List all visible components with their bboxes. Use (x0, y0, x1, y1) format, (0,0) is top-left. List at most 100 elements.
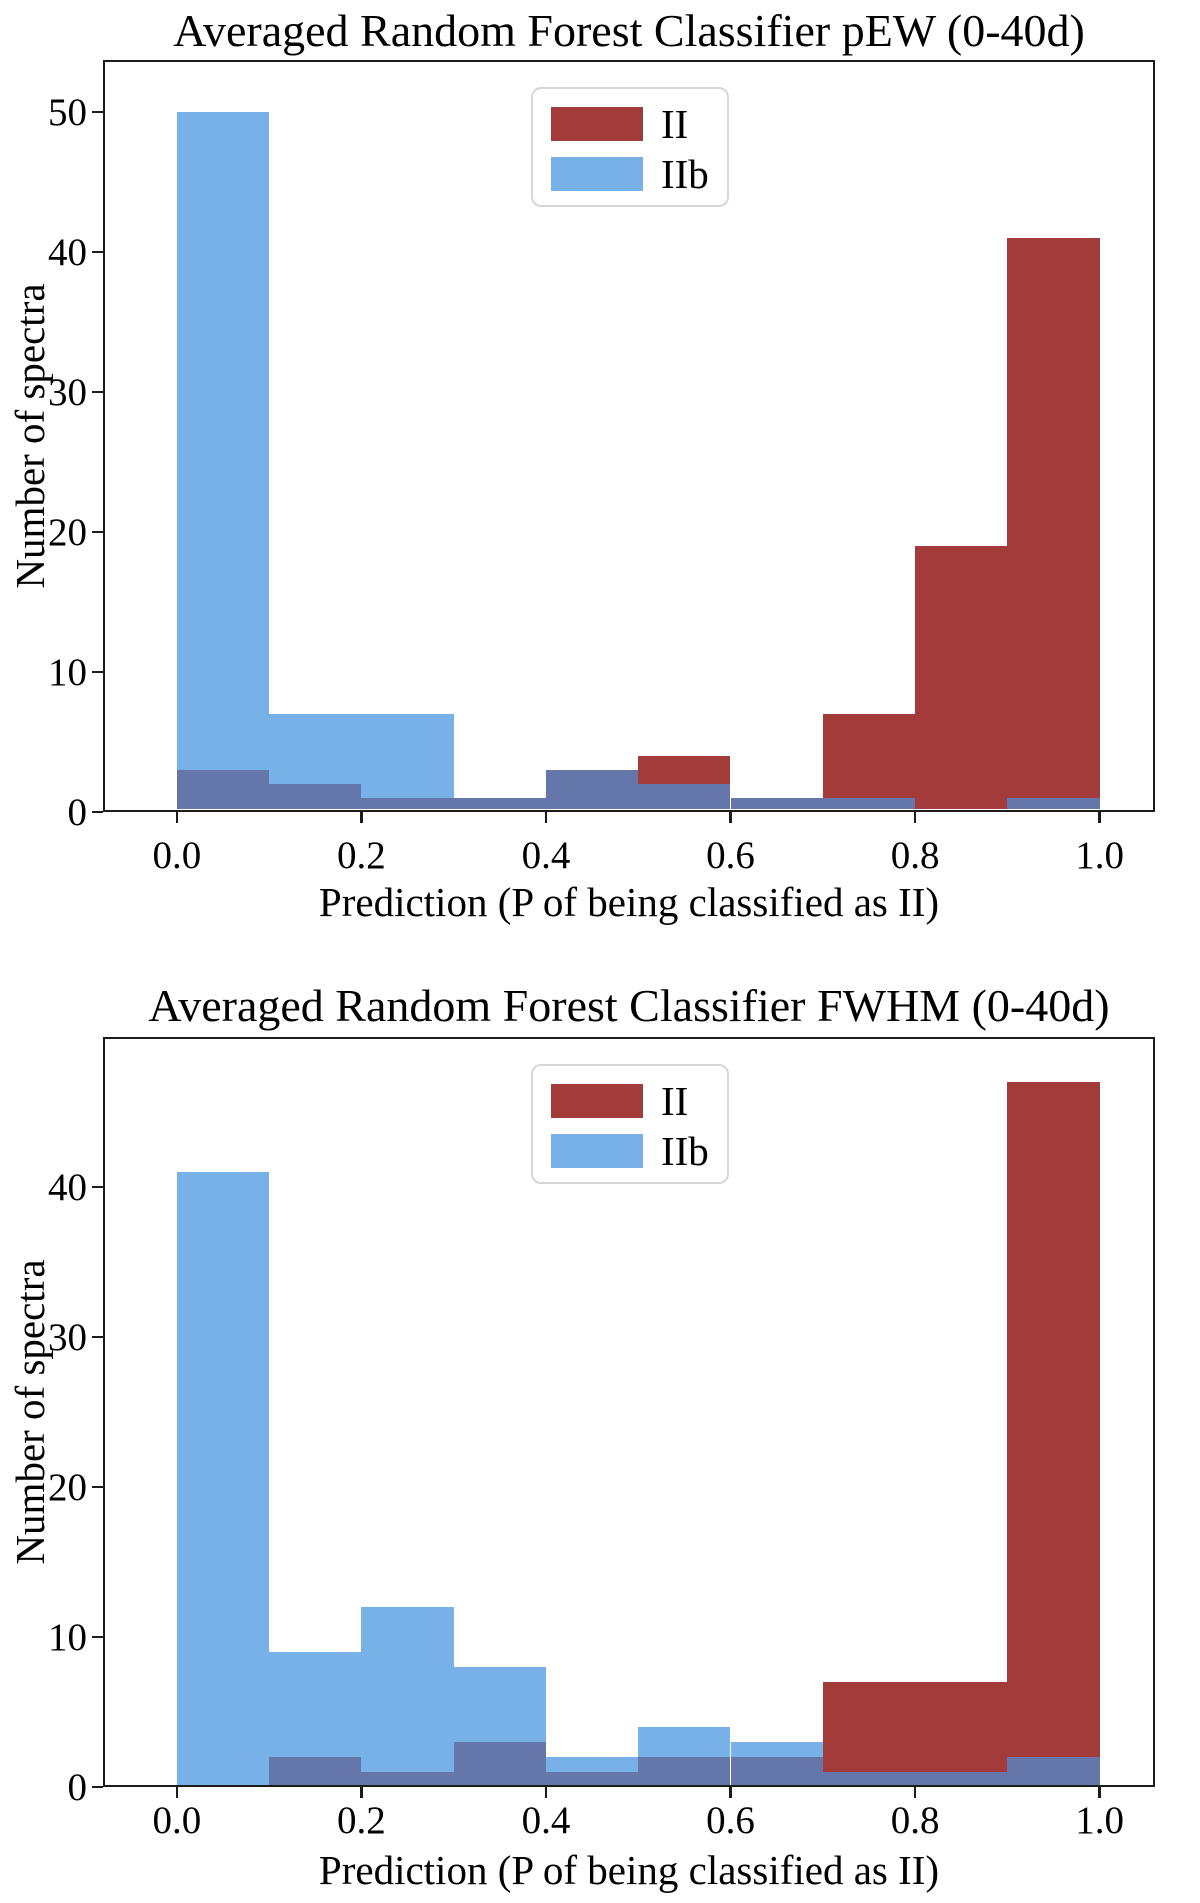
histogram-bar-ii-segment (915, 1682, 1008, 1772)
y-tick-label: 40 (48, 1166, 87, 1209)
x-tick-label: 0.2 (337, 1799, 386, 1842)
histogram-overlap-segment (638, 1757, 731, 1785)
x-tick-label: 0.6 (706, 834, 755, 877)
histogram-overlap-segment (730, 1757, 823, 1785)
x-tick-label: 1.0 (1075, 1799, 1124, 1842)
legend-label: IIb (661, 1127, 709, 1174)
y-tick (92, 110, 103, 114)
histogram-bar-ii-segment (822, 713, 916, 798)
x-tick-label: 0.0 (152, 834, 202, 877)
x-tick (913, 812, 917, 823)
histogram-overlap-segment (361, 797, 454, 810)
x-tick (360, 812, 363, 823)
histogram-overlap-segment (176, 769, 270, 810)
y-tick-label: 40 (48, 230, 87, 274)
histogram-overlap-segment (822, 1772, 916, 1785)
x-tick (360, 1787, 363, 1798)
x-tick-label: 0.0 (152, 1799, 202, 1842)
y-tick (92, 810, 103, 814)
histogram-overlap-segment (361, 1772, 454, 1785)
histogram-bar-iib-segment (176, 1172, 270, 1785)
histogram-overlap-segment (915, 1772, 1008, 1785)
x-tick (544, 1787, 548, 1798)
y-tick-label: 50 (48, 90, 87, 134)
x-axis-label: Prediction (P of being classified as II) (318, 879, 940, 925)
y-tick-label: 30 (48, 370, 87, 414)
histogram-bar-iib-segment (545, 1757, 639, 1772)
x-tick (729, 1787, 732, 1798)
histogram-overlap-segment (545, 1772, 639, 1785)
x-tick-label: 1.0 (1075, 834, 1124, 877)
histogram-bar-iib-segment (361, 1607, 454, 1772)
histogram-bar-ii-segment (1007, 1082, 1100, 1757)
legend-swatch-iib (551, 157, 643, 191)
histogram-bar-ii-segment (1007, 237, 1100, 798)
legend-label: II (661, 1077, 689, 1124)
histogram-bar-iib-segment (269, 1652, 362, 1757)
x-tick (175, 812, 179, 823)
legend-label: II (661, 100, 689, 147)
histogram-bar-iib-segment (730, 1742, 823, 1757)
legend-entry: II (551, 1076, 727, 1126)
histogram-bar-iib-segment (638, 1727, 731, 1757)
histogram-bar-ii-segment (915, 545, 1008, 810)
x-tick-label: 0.8 (890, 1799, 940, 1842)
histogram-overlap-segment (1007, 797, 1100, 810)
y-tick-label: 0 (67, 791, 88, 834)
y-tick (92, 1335, 103, 1339)
legend-entry: II (551, 99, 727, 149)
histogram-bar-ii-segment (822, 1682, 916, 1772)
legend: II IIb (531, 1064, 729, 1184)
y-tick (92, 1485, 103, 1489)
x-tick-label: 0.4 (521, 1799, 571, 1842)
x-tick-label: 0.8 (890, 834, 940, 877)
x-tick (1098, 812, 1101, 823)
y-axis-label: Number of spectra (7, 283, 53, 589)
histogram-overlap-segment (545, 769, 639, 810)
legend-swatch-iib (551, 1134, 643, 1168)
y-tick-label: 10 (48, 1616, 87, 1659)
legend-swatch-ii (551, 1084, 643, 1118)
histogram-overlap-segment (269, 1757, 362, 1785)
legend: II IIb (531, 87, 729, 207)
chart-title: Averaged Random Forest Classifier FWHM (… (148, 980, 1110, 1031)
histogram-overlap-segment (269, 783, 362, 810)
x-tick-label: 0.2 (337, 834, 386, 877)
x-tick (729, 812, 732, 823)
histogram-overlap-segment (822, 797, 916, 810)
y-tick (92, 530, 103, 534)
x-tick (175, 1787, 179, 1798)
histogram-overlap-segment (453, 797, 546, 810)
x-tick (544, 812, 548, 823)
y-tick-label: 20 (48, 1466, 87, 1509)
chart-title: Averaged Random Forest Classifier pEW (0… (173, 5, 1085, 56)
y-tick (92, 1785, 103, 1789)
x-tick-label: 0.6 (706, 1799, 755, 1842)
x-tick-label: 0.4 (521, 834, 571, 877)
histogram-bar-iib-segment (361, 713, 454, 798)
y-tick (92, 390, 103, 394)
histogram-overlap-segment (638, 783, 731, 810)
legend-swatch-ii (551, 107, 643, 141)
x-tick (1098, 1787, 1101, 1798)
histogram-bar-ii-segment (638, 755, 731, 784)
y-tick (92, 250, 103, 254)
y-tick-label: 20 (48, 510, 87, 554)
histogram-bar-iib-segment (453, 1667, 546, 1742)
y-tick (92, 1185, 103, 1189)
y-tick (92, 670, 103, 674)
histogram-overlap-segment (453, 1742, 546, 1785)
y-axis-label: Number of spectra (7, 1259, 53, 1565)
y-tick-label: 30 (48, 1316, 87, 1359)
x-tick (913, 1787, 917, 1798)
histogram-overlap-segment (1007, 1757, 1100, 1785)
y-tick-label: 0 (67, 1766, 88, 1809)
y-tick (92, 1635, 103, 1639)
legend-label: IIb (661, 150, 709, 197)
y-tick-label: 10 (48, 650, 87, 694)
histogram-bar-iib-segment (269, 713, 362, 784)
legend-entry: IIb (551, 1126, 727, 1176)
histogram-overlap-segment (730, 797, 823, 810)
histogram-bar-iib-segment (176, 111, 270, 770)
